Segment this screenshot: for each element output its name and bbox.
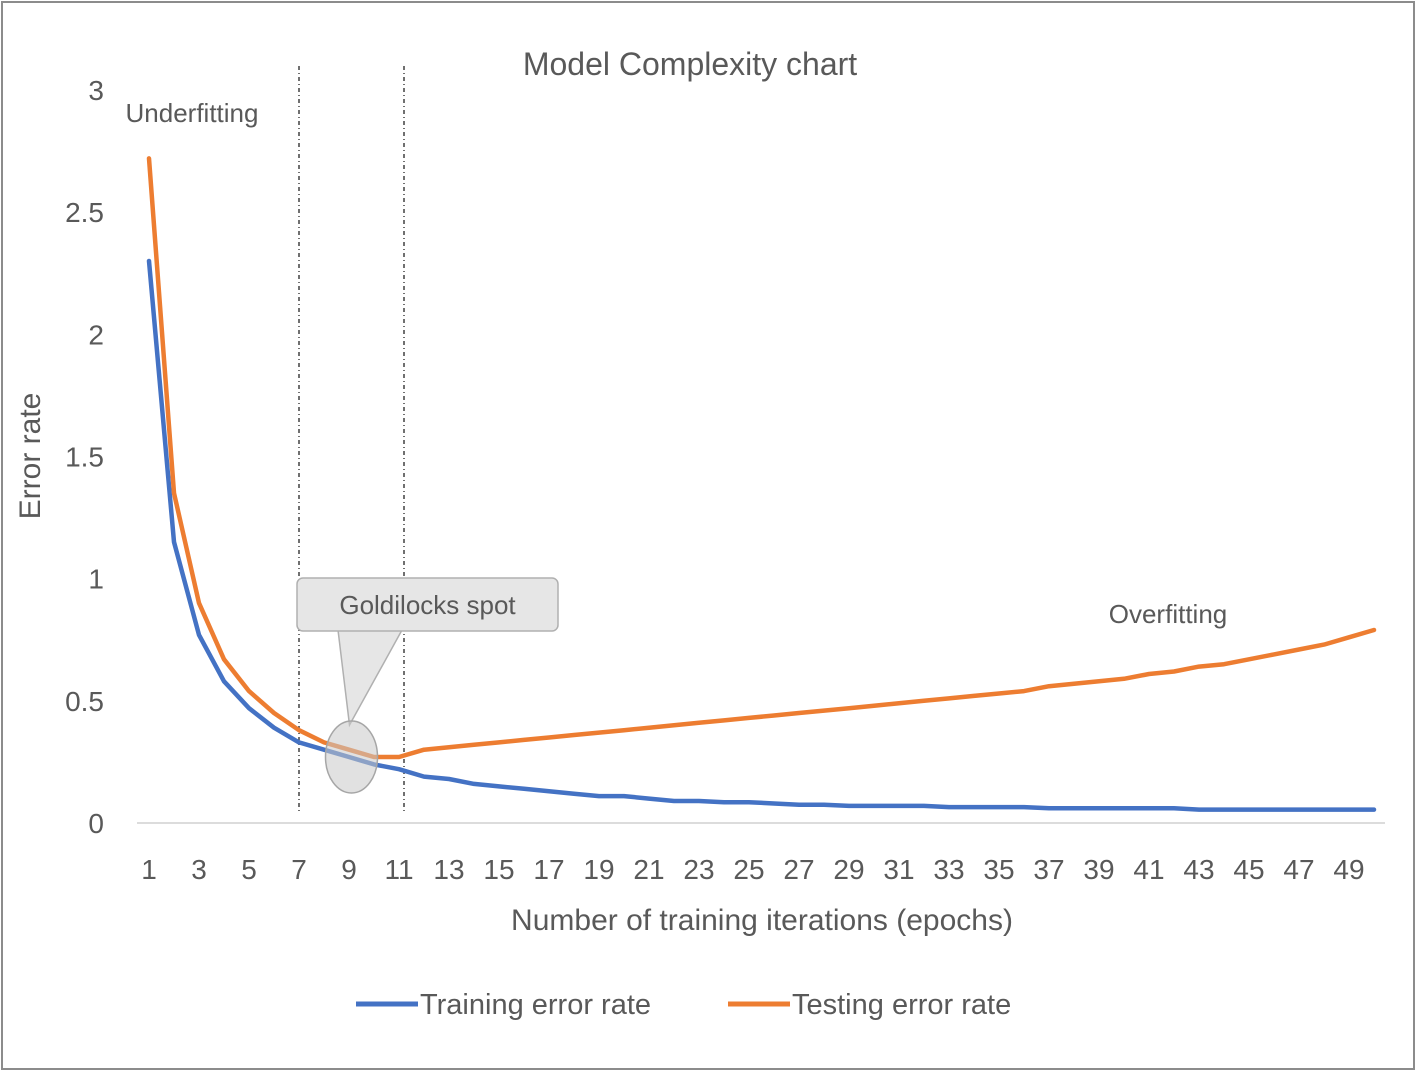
- x-tick-label: 43: [1183, 854, 1214, 885]
- y-tick-label: 3: [88, 75, 104, 106]
- x-tick-label: 9: [341, 854, 357, 885]
- y-tick-label: 2: [88, 319, 104, 350]
- testing-error-line: [146, 156, 1377, 760]
- x-tick-label: 39: [1083, 854, 1114, 885]
- x-tick-label: 19: [583, 854, 614, 885]
- x-tick-label: 37: [1033, 854, 1064, 885]
- y-tick-label: 1.5: [65, 442, 104, 473]
- x-tick-label: 35: [983, 854, 1014, 885]
- x-tick-label: 49: [1333, 854, 1364, 885]
- x-tick-label: 17: [533, 854, 564, 885]
- x-tick-label: 7: [291, 854, 307, 885]
- x-tick-label: 5: [241, 854, 257, 885]
- x-tick-label: 45: [1233, 854, 1264, 885]
- x-tick-label: 3: [191, 854, 207, 885]
- y-tick-label: 1: [88, 564, 104, 595]
- legend: Training error rate Testing error rate: [356, 989, 1011, 1021]
- callout-box: [296, 577, 559, 632]
- y-tick-label: 0.5: [65, 686, 104, 717]
- y-tick-label: 2.5: [65, 197, 104, 228]
- x-tick-label: 31: [883, 854, 914, 885]
- training-error-line: [146, 258, 1377, 812]
- legend-label-training: Training error rate: [420, 989, 651, 1021]
- y-tick-label: 0: [88, 808, 104, 839]
- goldilocks-callout: Goldilocks spot: [296, 577, 559, 728]
- x-tick-label: 33: [933, 854, 964, 885]
- overfitting-label: Overfitting: [1109, 599, 1228, 629]
- x-tick-label: 47: [1283, 854, 1314, 885]
- underfitting-label: Underfitting: [126, 98, 259, 128]
- x-tick-label: 27: [783, 854, 814, 885]
- x-tick-label: 13: [433, 854, 464, 885]
- x-tick-label: 15: [483, 854, 514, 885]
- callout-pointer: [337, 629, 404, 728]
- x-tick-label: 25: [733, 854, 764, 885]
- x-axis-title: Number of training iterations (epochs): [511, 904, 1013, 937]
- x-tick-label: 11: [384, 854, 413, 885]
- chart-title: Model Complexity chart: [523, 46, 857, 82]
- x-tick-label: 23: [683, 854, 714, 885]
- legend-label-testing: Testing error rate: [792, 989, 1011, 1021]
- x-tick-label: 41: [1133, 854, 1164, 885]
- x-tick-label: 29: [833, 854, 864, 885]
- y-axis-title: Error rate: [14, 393, 47, 520]
- goldilocks-ellipse: [324, 720, 379, 794]
- x-tick-label: 1: [141, 854, 157, 885]
- callout-text: Goldilocks spot: [339, 590, 516, 620]
- x-tick-label: 21: [633, 854, 664, 885]
